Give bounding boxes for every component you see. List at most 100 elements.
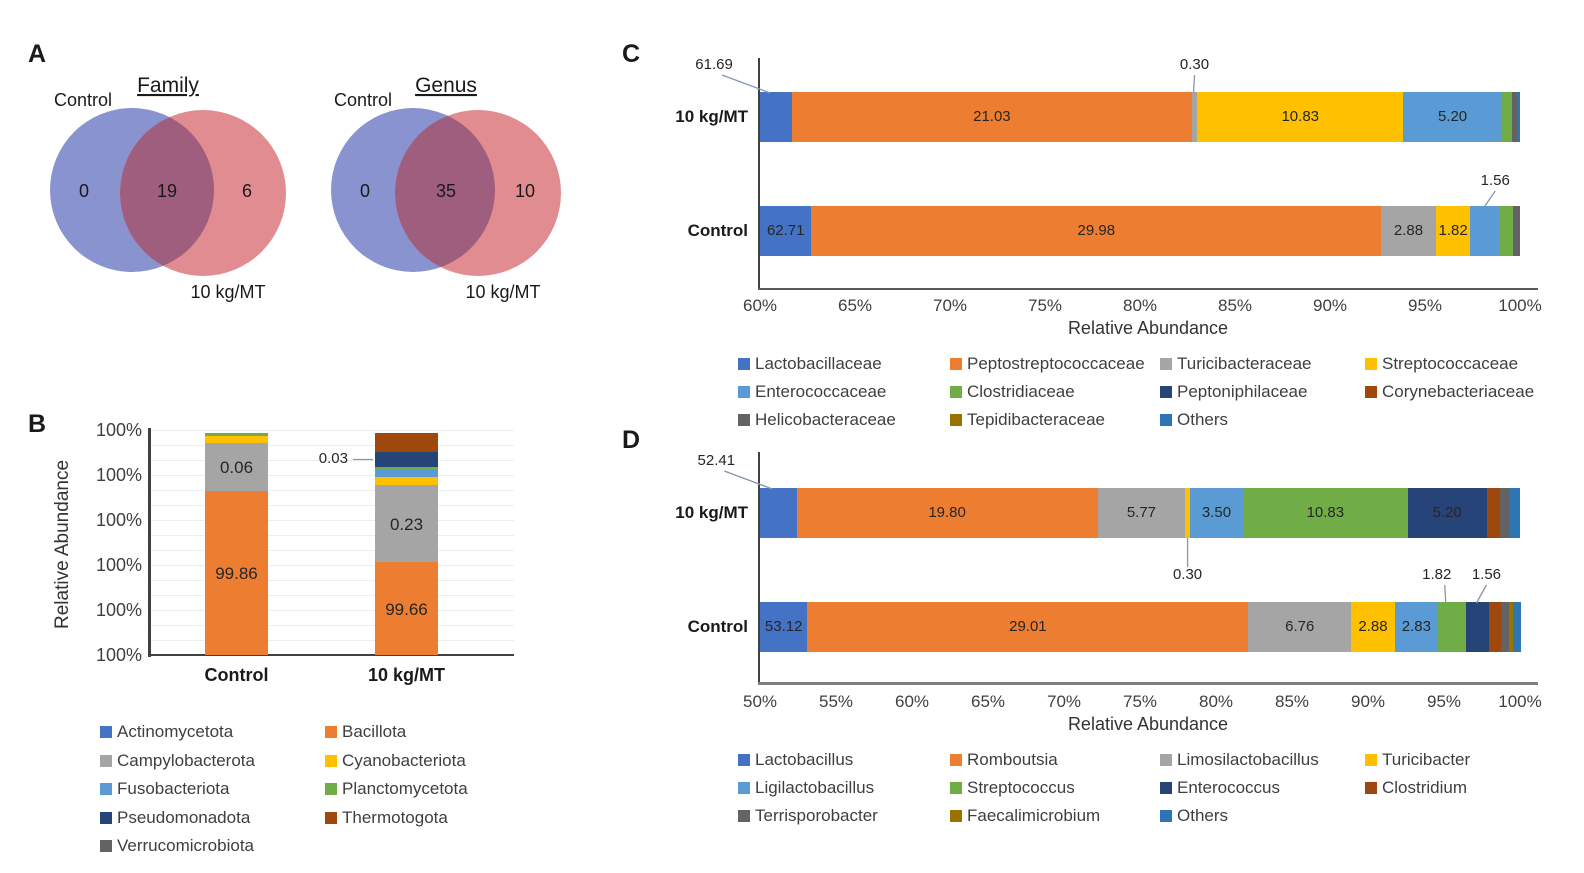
legend-label: Cyanobacteriota <box>342 750 466 770</box>
x-axis-tick: 50% <box>742 692 778 711</box>
legend-item-tepidibacteraceae: Tepidibacteraceae <box>950 410 1105 430</box>
legend-item-lactobacillus: Lactobacillus <box>738 750 853 770</box>
x-axis-tick: 100% <box>1498 296 1542 315</box>
y-axis-tick: 100% <box>95 465 142 485</box>
panel-a-letter: A <box>28 40 47 68</box>
value-label-callout: 0.03 <box>318 449 348 467</box>
b-bar-segment-cyanobacteriota <box>375 477 438 485</box>
leader-line <box>724 470 773 490</box>
d-bar-segment-turicibacter <box>1185 488 1190 538</box>
gridline <box>150 490 514 491</box>
c-bar-segment-enterococcaceae <box>1403 92 1502 142</box>
value-label: 10.83 <box>1306 504 1345 521</box>
legend-label: Streptococcus <box>967 778 1075 797</box>
d-bar-segment-ligilactobacillus <box>1189 488 1244 538</box>
c-bar-segment-streptococcaceae <box>1435 206 1471 256</box>
legend-swatch-peptostreptococcaceae <box>950 358 962 370</box>
legend-item-peptoniphilaceae: Peptoniphilaceae <box>1160 382 1307 402</box>
legend-label: Ligilactobacillus <box>755 778 875 797</box>
b-bar-segment-pseudomonadota <box>375 452 438 467</box>
legend-swatch-corynebacteriaceae <box>1365 386 1377 398</box>
gridline <box>150 535 514 536</box>
d-bar-segment-terrisporobacter <box>1501 602 1510 652</box>
legend-item-helicobacteraceae: Helicobacteraceae <box>738 410 896 430</box>
x-axis-tick: 90% <box>1350 692 1386 711</box>
c-bar-segment-streptococcaceae <box>1197 92 1404 142</box>
y-axis-line <box>758 452 760 682</box>
legend-item-planctomycetota: Planctomycetota <box>325 779 468 799</box>
b-bar-segment-fusobacteriota <box>375 470 438 477</box>
venn-genus-right-label: 10 kg/MT <box>465 282 540 302</box>
x-axis-tick: 100% <box>1498 692 1542 711</box>
legend-swatch-pseudomonadota <box>100 811 112 824</box>
row-label: Control <box>687 221 748 240</box>
y-axis-tick: 100% <box>95 555 142 575</box>
legend-swatch-streptococcaceae <box>1365 358 1377 370</box>
legend-swatch-romboutsia <box>950 754 962 766</box>
legend-swatch-helicobacteraceae <box>738 414 750 426</box>
x-axis-tick: 60% <box>742 296 778 315</box>
value-label: 2.83 <box>1401 618 1431 635</box>
x-axis-tick: 90% <box>1312 296 1348 315</box>
d-bar-segment-streptococcus <box>1243 488 1408 538</box>
venn-genus-overlap <box>395 110 495 272</box>
legend-swatch-others <box>1160 810 1172 822</box>
leader-line <box>1475 584 1488 604</box>
legend-swatch-bacillota <box>325 726 337 738</box>
legend-label: Clostridium <box>1382 778 1468 797</box>
legend-item-cyanobacteriota: Cyanobacteriota <box>325 751 466 771</box>
legend-swatch-faecalimicrobium <box>950 810 962 822</box>
x-axis-tick: 80% <box>1198 692 1234 711</box>
x-axis-tick: 55% <box>818 692 854 711</box>
venn-family-overlap-count: 19 <box>157 181 177 201</box>
legend-item-romboutsia: Romboutsia <box>950 750 1058 770</box>
legend-label: Romboutsia <box>967 750 1058 769</box>
y-axis-line <box>758 58 760 288</box>
x-axis-tick: 95% <box>1407 296 1443 315</box>
c-bar-segment-clostridiaceae <box>1501 92 1513 142</box>
legend-swatch-tepidibacteraceae <box>950 414 962 426</box>
venn-family-overlap <box>120 110 214 272</box>
legend-swatch-turicibacter <box>1365 754 1377 766</box>
legend-item-actinomycetota: Actinomycetota <box>100 722 233 742</box>
d-bar-segment-romboutsia <box>796 488 1098 538</box>
legend-swatch-turicibacteraceae <box>1160 358 1172 370</box>
value-label: 29.98 <box>1077 222 1116 239</box>
d-bar-segment-turicibacter <box>1351 602 1395 652</box>
leader-line <box>1483 190 1496 208</box>
value-label-callout: 0.30 <box>1172 566 1203 583</box>
legend-swatch-fusobacteriota <box>100 783 112 795</box>
value-label: 2.88 <box>1393 222 1424 239</box>
legend-item-streptococcus: Streptococcus <box>950 778 1075 798</box>
legend-label: Lactobacillaceae <box>755 354 882 373</box>
panel-c-letter: C <box>622 40 641 68</box>
x-axis-line <box>758 288 1538 290</box>
value-label: 99.66 <box>385 599 428 619</box>
legend-label: Others <box>1177 806 1229 825</box>
legend-label: Lactobacillus <box>755 750 854 769</box>
legend-label: Thermotogota <box>342 807 448 827</box>
y-axis-tick: 100% <box>95 510 142 530</box>
value-label-callout: 1.56 <box>1480 172 1510 189</box>
d-bar-segment-clostridium <box>1489 602 1502 652</box>
legend-label: Fusobacteriota <box>117 779 230 798</box>
x-axis-title: Relative Abundance <box>1067 714 1229 734</box>
legend-label: Planctomycetota <box>342 779 468 798</box>
d-bar-segment-lactobacillus <box>760 602 808 652</box>
legend-swatch-clostridium <box>1365 782 1377 794</box>
value-label: 6.76 <box>1285 618 1315 635</box>
gridline <box>150 430 514 431</box>
value-label: 1.82 <box>1438 222 1468 239</box>
x-axis-tick: 60% <box>894 692 930 711</box>
legend-label: Limosilactobacillus <box>1177 750 1319 769</box>
b-bar-segment-planctomycetota <box>375 467 438 470</box>
legend-label: Peptoniphilaceae <box>1177 382 1308 401</box>
d-bar-segment-others <box>1508 488 1520 538</box>
d-bar-segment-streptococcus <box>1437 602 1466 652</box>
value-label: 0.23 <box>389 514 424 534</box>
venn-genus-left-count: 0 <box>360 181 370 201</box>
legend-swatch-terrisporobacter <box>738 810 750 822</box>
y-axis-tick: 100% <box>95 420 142 440</box>
value-label: 5.20 <box>1432 504 1462 521</box>
legend-label: Streptococcaceae <box>1382 354 1519 373</box>
